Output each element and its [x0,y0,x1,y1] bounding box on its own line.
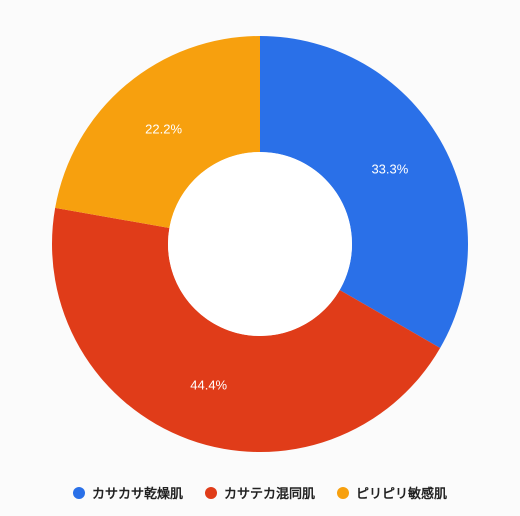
legend-dot-icon [73,487,85,499]
donut-chart: カサカサ乾燥肌 カサテカ混同肌 ピリピリ敏感肌 33.3% 44.4% 22.2% [0,0,520,516]
legend-item: カサカサ乾燥肌 [73,483,183,502]
donut-hole [168,152,352,336]
legend-label: カサカサ乾燥肌 [92,483,183,502]
legend-item: カサテカ混同肌 [205,483,315,502]
legend-dot-icon [337,487,349,499]
legend-dot-icon [205,487,217,499]
legend-item: ピリピリ敏感肌 [337,483,447,502]
legend-label: カサテカ混同肌 [224,483,315,502]
donut-svg [0,0,520,516]
slice-percent-label: 22.2% [145,122,182,137]
legend: カサカサ乾燥肌 カサテカ混同肌 ピリピリ敏感肌 [0,483,520,502]
legend-label: ピリピリ敏感肌 [356,483,447,502]
slice-percent-label: 44.4% [190,377,227,392]
slice-percent-label: 33.3% [371,162,408,177]
